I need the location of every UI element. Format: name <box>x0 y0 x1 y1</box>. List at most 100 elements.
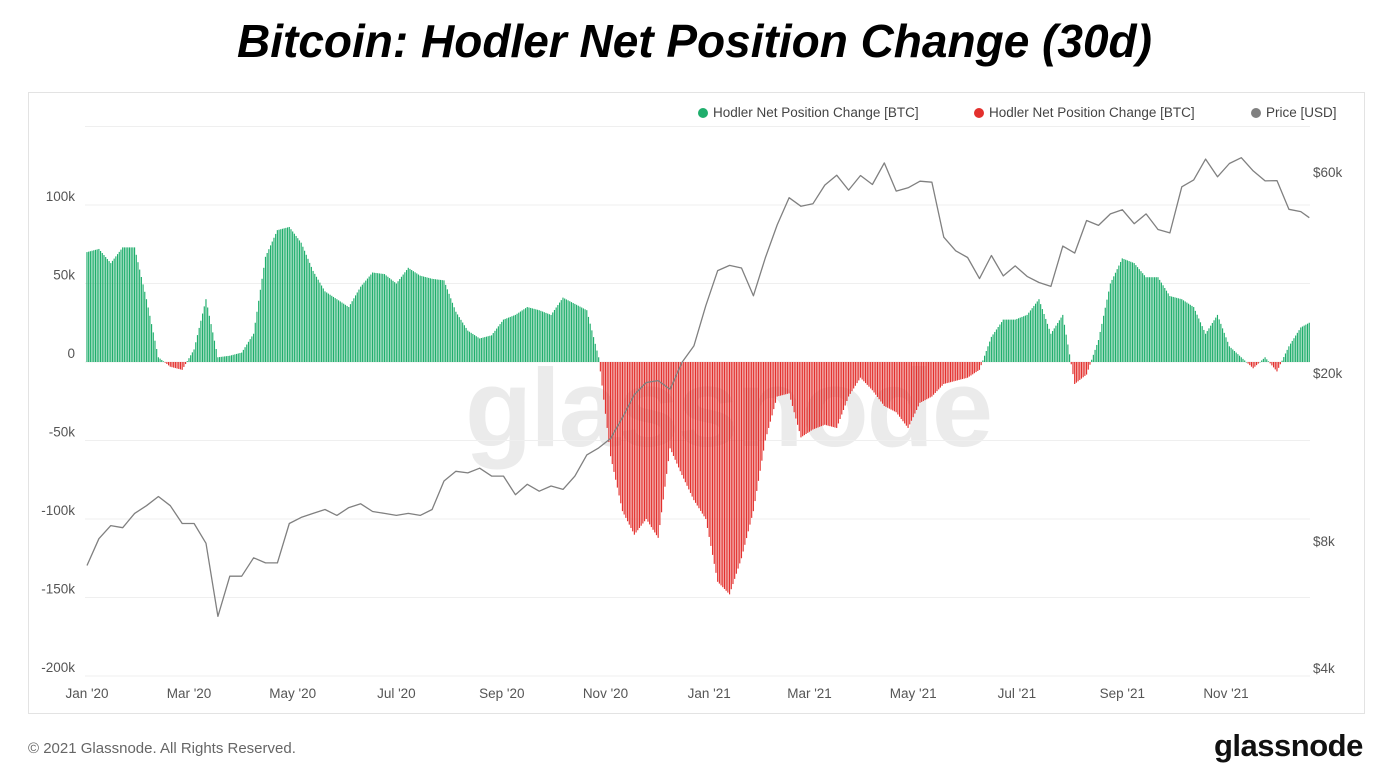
bar <box>638 362 641 528</box>
bar <box>914 362 916 414</box>
bar <box>414 272 416 362</box>
bar <box>502 319 505 362</box>
bar <box>1016 318 1018 362</box>
bar <box>572 303 574 362</box>
bar <box>460 319 462 362</box>
bar <box>1274 362 1276 370</box>
bar <box>1118 265 1120 362</box>
bar <box>931 362 933 397</box>
legend-item-positive[interactable]: Hodler Net Position Change [BTC] <box>698 105 919 120</box>
bar <box>781 362 783 396</box>
bar <box>89 251 91 362</box>
bar <box>302 246 304 362</box>
bar <box>462 322 464 362</box>
bar <box>803 362 805 436</box>
bar <box>652 362 654 530</box>
bar <box>236 353 238 362</box>
legend-item-price[interactable]: Price [USD] <box>1251 105 1337 120</box>
bar <box>1239 355 1241 362</box>
bar <box>161 359 163 362</box>
bar <box>950 362 952 383</box>
bar <box>508 317 510 362</box>
bar <box>649 362 651 525</box>
bar <box>314 273 316 362</box>
bar <box>858 362 860 381</box>
bar <box>829 362 831 427</box>
bar <box>264 256 267 362</box>
bar <box>1261 360 1263 362</box>
bar <box>1174 297 1176 362</box>
x-tick-label: Mar '21 <box>787 686 832 701</box>
legend-dot-gray-icon <box>1251 107 1261 118</box>
bar <box>540 310 542 362</box>
bar <box>406 270 408 362</box>
bar <box>1116 269 1118 362</box>
bar <box>372 272 374 362</box>
bar <box>625 362 627 518</box>
bar <box>909 362 911 425</box>
bar <box>127 247 129 362</box>
bar <box>86 252 88 362</box>
bar <box>712 362 714 555</box>
bar <box>990 336 992 362</box>
bar <box>907 362 909 428</box>
bar <box>349 304 352 362</box>
bar <box>1036 301 1038 362</box>
bar <box>1269 362 1271 364</box>
bar <box>387 276 389 362</box>
bar <box>747 362 749 532</box>
bar <box>327 293 329 362</box>
chart-title: Bitcoin: Hodler Net Position Change (30d… <box>237 15 1152 67</box>
bar <box>1053 328 1055 362</box>
bar <box>1171 296 1173 362</box>
bar <box>837 362 839 424</box>
bar <box>564 298 566 362</box>
bar <box>344 304 346 362</box>
bar <box>443 280 445 362</box>
legend-item-negative[interactable]: Hodler Net Position Change [BTC] <box>974 105 1195 120</box>
bar <box>1138 269 1140 362</box>
bar <box>198 327 200 362</box>
bar <box>1235 352 1237 362</box>
bar <box>475 336 477 362</box>
bar <box>1091 359 1093 362</box>
bar <box>654 362 656 533</box>
x-tick-label: May '21 <box>890 686 937 701</box>
bar <box>797 362 799 425</box>
bar <box>1121 258 1123 362</box>
bar <box>234 354 236 362</box>
bar <box>543 312 545 362</box>
bar <box>1080 362 1083 379</box>
bar <box>108 261 110 362</box>
bar <box>880 362 882 402</box>
bar <box>1126 260 1128 362</box>
bar <box>718 362 720 584</box>
bar <box>912 362 914 418</box>
bar <box>606 362 608 428</box>
bar <box>1048 328 1050 362</box>
bar <box>938 362 940 390</box>
bar <box>1291 340 1293 362</box>
bar <box>219 357 221 362</box>
bar <box>115 256 117 362</box>
bar <box>419 275 421 362</box>
bar <box>1301 326 1304 362</box>
bar <box>417 274 420 362</box>
bar <box>453 307 455 362</box>
bar <box>713 362 715 564</box>
bar <box>650 362 652 528</box>
bar <box>1050 333 1052 362</box>
bar <box>856 362 858 384</box>
bar <box>655 362 658 536</box>
bar <box>647 362 649 522</box>
bar <box>725 362 727 591</box>
bar <box>183 362 185 367</box>
price-tick-label: $4k <box>1313 661 1335 676</box>
bar <box>1067 344 1069 362</box>
bar <box>156 348 158 362</box>
bar <box>1007 319 1009 362</box>
bar <box>392 280 394 362</box>
bar <box>958 362 960 380</box>
bar <box>548 314 550 362</box>
bar <box>477 337 479 362</box>
